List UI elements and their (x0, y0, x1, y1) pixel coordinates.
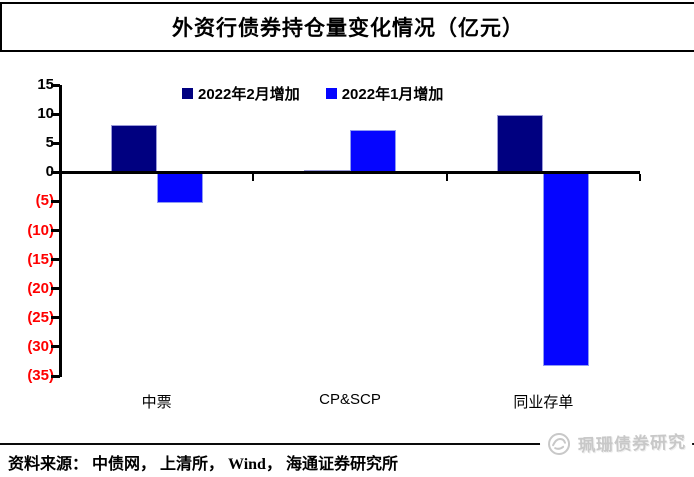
x-axis-category-label: 同业存单 (513, 394, 574, 411)
x-axis-category-label: 中票 (141, 394, 172, 411)
legend-swatch-icon (182, 88, 193, 99)
y-axis-tick (51, 287, 60, 291)
y-axis-tick (51, 141, 60, 145)
y-axis-tick-label: (10) (27, 221, 54, 239)
x-axis-category-label: CP&SCP (319, 391, 381, 408)
x-axis-tick (59, 174, 61, 181)
y-axis-tick (51, 229, 60, 232)
coral-logo-icon (548, 432, 571, 455)
legend-label: 2022年1月增加 (341, 86, 444, 103)
chart-title: 外资行债券持仓量变化情况（亿元） (172, 16, 524, 40)
x-axis-tick (252, 174, 255, 181)
y-axis-tick (51, 199, 60, 203)
chart-legend: 2022年2月增加 2022年1月增加 (182, 83, 443, 104)
watermark-text: 珮珊债券研究 (577, 432, 687, 455)
y-axis-tick-label: 15 (37, 76, 54, 93)
y-axis-line (59, 85, 62, 377)
bar-2022年2月增加-中票 (110, 124, 157, 173)
x-axis-tick (639, 174, 641, 181)
y-axis-tick (51, 316, 60, 320)
bar-2022年1月增加-CP&SCP (350, 130, 396, 173)
y-axis-tick-label: 5 (45, 134, 54, 152)
y-axis-tick-label: (15) (27, 250, 54, 268)
legend-swatch-icon (325, 88, 337, 99)
footer-divider (0, 443, 694, 445)
bar-2022年2月增加-同业存单 (497, 115, 544, 173)
legend-item-feb: 2022年2月增加 (182, 83, 300, 104)
bar-2022年1月增加-中票 (156, 172, 203, 203)
y-axis-tick-label: 10 (37, 105, 54, 123)
y-axis-tick (51, 83, 60, 87)
title-bar: 外资行债券持仓量变化情况（亿元） (0, 2, 694, 52)
legend-label: 2022年2月增加 (198, 86, 300, 103)
y-axis-tick (51, 374, 60, 378)
bar-2022年1月增加-同业存单 (543, 172, 590, 367)
y-axis-tick-label: (20) (27, 279, 54, 297)
y-axis-tick-label: (30) (27, 337, 54, 355)
x-axis-line (59, 171, 640, 174)
x-axis-tick (445, 174, 448, 181)
legend-item-jan: 2022年1月增加 (325, 83, 444, 104)
y-axis-tick-label: (25) (27, 308, 54, 326)
y-axis-tick-label: (35) (27, 367, 54, 384)
watermark-logo: 珮珊债券研究 (539, 424, 693, 460)
y-axis-tick-label: (5) (35, 192, 54, 210)
y-axis-tick (51, 258, 60, 262)
y-axis-tick (51, 170, 60, 174)
y-axis-tick (51, 345, 60, 349)
source-text: 资料来源： 中债网， 上清所， Wind， 海通证券研究所 (8, 456, 398, 473)
y-axis-tick-label: 0 (45, 163, 54, 181)
y-axis-tick (51, 112, 60, 116)
